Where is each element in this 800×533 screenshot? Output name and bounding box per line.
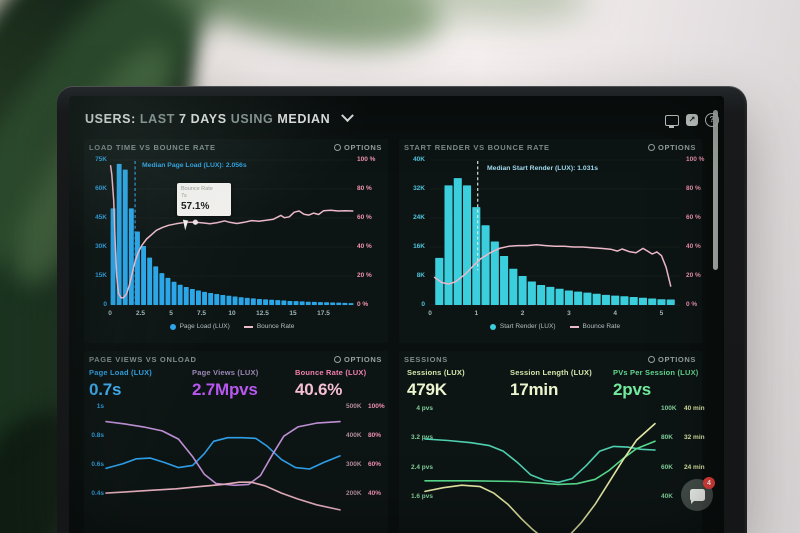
metric-value: 2.7Mpvs — [192, 380, 258, 399]
gear-icon — [648, 356, 656, 363]
median-annotation: Median Page Load (LUX): 2.056s — [142, 162, 247, 169]
title-median: MEDIAN — [277, 112, 331, 126]
panel-page-views-vs-onload: PAGE VIEWS VS ONLOAD OPTIONS Page Load (… — [84, 351, 388, 533]
panel-title: LOAD TIME VS BOUNCE RATE — [89, 143, 216, 152]
metric-value: 40.6% — [295, 380, 343, 399]
y-axis-left: 4 pvs 3.2 pvs 2.4 pvs 1.6 pvs — [410, 405, 433, 500]
legend-bounce-rate[interactable]: Bounce Rate — [243, 323, 294, 330]
x-axis: 0 2.5 5 7.5 10 12.5 15 17.5 — [108, 310, 330, 317]
sessions-lines-chart — [424, 407, 656, 533]
desktop-icon[interactable] — [665, 114, 679, 129]
options-button[interactable]: OPTIONS — [648, 355, 696, 364]
scrollbar-thumb[interactable] — [713, 110, 718, 270]
panel-load-time: LOAD TIME VS BOUNCE RATE OPTIONS 75K 60K 4… — [84, 139, 388, 343]
y-axis-right: 100K 40 min 80K 32 min 60K 24 min 40K — [661, 405, 705, 500]
laptop: USERS: LAST 7 DAYS USING MEDIAN ↗ ? LOAD… — [57, 86, 747, 533]
panel-title: PAGE VIEWS VS ONLOAD — [89, 355, 197, 364]
y-axis-left: 40K 32K 24K 16K 8K 0 — [413, 156, 425, 308]
legend-dot-icon — [489, 323, 496, 330]
metric-page-load: Page Load (LUX) 0.7s — [89, 368, 181, 400]
gear-icon — [334, 356, 342, 363]
metric-pvs-per-session: PVs Per Session (LUX) 2pvs — [613, 368, 705, 400]
help-icon[interactable]: ? — [705, 113, 719, 127]
metric-page-views: Page Views (LUX) 2.7Mpvs — [192, 368, 284, 400]
metric-value: 17min — [510, 380, 559, 399]
chat-bubble-icon — [689, 489, 705, 504]
title-using: USING — [230, 112, 274, 126]
y-axis-right: 100 % 80 % 60 % 40 % 20 % 0 % — [357, 156, 376, 308]
legend-dot-icon — [169, 323, 176, 330]
y-axis-left: 75K 60K 45K 30K 15K 0 — [95, 156, 107, 308]
title-days: 7 DAYS — [179, 112, 227, 126]
metric-sessions: Sessions (LUX) 479K — [407, 368, 499, 400]
legend-line-icon — [569, 325, 579, 328]
tooltip: Bounce Rate 7s 57.1% — [177, 183, 231, 216]
share-icon[interactable]: ↗ — [686, 114, 698, 126]
y-axis-left: 1s 0.8s 0.6s 0.4s — [91, 403, 104, 497]
dashboard-screen: USERS: LAST 7 DAYS USING MEDIAN ↗ ? LOAD… — [69, 96, 724, 533]
title-last: LAST — [139, 112, 175, 126]
legend-start-render[interactable]: Start Render (LUX) — [489, 323, 556, 330]
metric-value: 2pvs — [613, 380, 651, 399]
legend-page-load[interactable]: Page Load (LUX) — [169, 323, 230, 330]
panel-start-render: START RENDER VS BOUNCE RATE OPTIONS 40K 3… — [399, 139, 704, 343]
gear-icon — [334, 144, 342, 151]
metric-value: 0.7s — [89, 380, 122, 399]
median-annotation: Median Start Render (LUX): 1.031s — [487, 165, 599, 172]
title-users: USERS: — [85, 112, 136, 126]
metric-bounce-rate: Bounce Rate (LUX) 40.6% — [295, 368, 387, 400]
legend-bounce-rate[interactable]: Bounce Rate — [569, 323, 620, 330]
start-render-chart — [430, 159, 680, 306]
options-button[interactable]: OPTIONS — [334, 143, 382, 152]
chevron-down-icon[interactable] — [341, 109, 355, 123]
metric-session-length: Session Length (LUX) 17min — [510, 368, 602, 400]
load-time-chart — [109, 159, 354, 306]
options-button[interactable]: OPTIONS — [648, 143, 696, 152]
panel-title: START RENDER VS BOUNCE RATE — [404, 143, 550, 152]
notification-badge: 4 — [703, 477, 715, 489]
options-button[interactable]: OPTIONS — [334, 355, 382, 364]
onload-lines-chart — [105, 405, 341, 533]
page-title[interactable]: USERS: LAST 7 DAYS USING MEDIAN — [85, 109, 355, 126]
y-axis-right: 100 % 80 % 60 % 40 % 20 % 0 % — [686, 156, 705, 308]
gear-icon — [648, 144, 656, 151]
chat-widget-button[interactable]: 4 — [681, 477, 715, 511]
y-axis-right: 500K 100% 400K 80% 300K 60% 200K 40% — [346, 403, 385, 497]
metric-value: 479K — [407, 380, 447, 399]
panel-sessions: SESSIONS OPTIONS Sessions (LUX) 479K Ses… — [399, 351, 705, 533]
legend-line-icon — [243, 325, 253, 328]
panel-title: SESSIONS — [404, 355, 448, 364]
